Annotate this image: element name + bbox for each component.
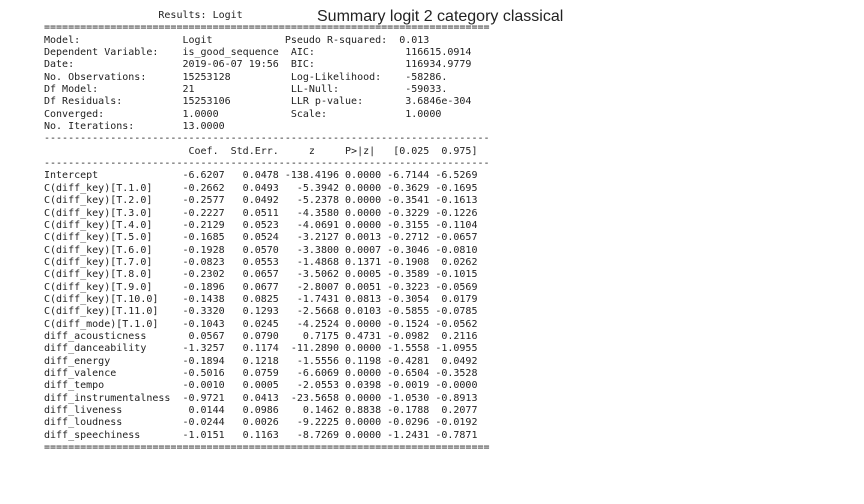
coef-row: C(diff_key)[T.6.0] -0.1928 0.0570 -3.380… — [44, 244, 478, 256]
coef-row: diff_instrumentalness -0.9721 0.0413 -23… — [44, 392, 478, 404]
info-line-date: Date: 2019-06-07 19:56 BIC: 116934.9779 — [44, 59, 472, 71]
coef-row: C(diff_mode)[T.1.0] -0.1043 0.0245 -4.25… — [44, 318, 478, 330]
info-line-df-model: Df Model: 21 LL-Null: -59033. — [44, 84, 448, 96]
rule-double-top: ========================================… — [44, 22, 490, 34]
coef-column-headers: Coef. Std.Err. z P>|z| [0.025 0.975] — [44, 145, 478, 157]
coef-row: C(diff_key)[T.5.0] -0.1685 0.0524 -3.212… — [44, 232, 478, 244]
rule-double-bottom: ========================================… — [44, 442, 490, 454]
coef-row: diff_acousticness 0.0567 0.0790 0.7175 0… — [44, 330, 478, 342]
coef-row: C(diff_key)[T.9.0] -0.1896 0.0677 -2.800… — [44, 281, 478, 293]
info-line-iterations: No. Iterations: 13.0000 — [44, 121, 225, 133]
info-line-df-residuals: Df Residuals: 15253106 LLR p-value: 3.68… — [44, 96, 472, 108]
coef-row: C(diff_key)[T.2.0] -0.2577 0.0492 -5.237… — [44, 195, 478, 207]
coef-row: diff_liveness 0.0144 0.0986 0.1462 0.883… — [44, 405, 478, 416]
results-report: Results: Logit ==========================… — [44, 10, 490, 454]
rule-single-top: ----------------------------------------… — [44, 133, 490, 145]
coef-row: diff_danceability -1.3257 0.1174 -11.289… — [44, 343, 478, 355]
figure-title: Summary logit 2 category classical — [317, 8, 564, 25]
coef-row: C(diff_key)[T.8.0] -0.2302 0.0657 -3.506… — [44, 269, 478, 281]
info-line-converged: Converged: 1.0000 Scale: 1.0000 — [44, 108, 442, 120]
coef-row: diff_energy -0.1894 0.1218 -1.5556 0.119… — [44, 355, 478, 367]
info-line-observations: No. Observations: 15253128 Log-Likelihoo… — [44, 71, 448, 83]
rule-single-middle: ----------------------------------------… — [44, 158, 490, 170]
coef-row: C(diff_key)[T.3.0] -0.2227 0.0511 -4.358… — [44, 207, 478, 219]
coef-row: diff_valence -0.5016 0.0759 -6.6069 0.00… — [44, 367, 478, 379]
coef-row: C(diff_key)[T.4.0] -0.2129 0.0523 -4.069… — [44, 219, 478, 231]
coef-row: C(diff_key)[T.7.0] -0.0823 0.0553 -1.486… — [44, 256, 478, 268]
report-header: Results: Logit — [44, 10, 243, 21]
coef-row: C(diff_key)[T.1.0] -0.2662 0.0493 -5.394… — [44, 182, 478, 194]
info-line-dependent: Dependent Variable: is_good_sequence AIC… — [44, 47, 472, 59]
coef-row: C(diff_key)[T.11.0] -0.3320 0.1293 -2.56… — [44, 306, 478, 318]
coef-row: Intercept -6.6207 0.0478 -138.4196 0.000… — [44, 170, 478, 182]
info-line-model: Model: Logit Pseudo R-squared: 0.013 — [44, 34, 430, 46]
coef-row: diff_loudness -0.0244 0.0026 -9.2225 0.0… — [44, 417, 478, 429]
coef-row: C(diff_key)[T.10.0] -0.1438 0.0825 -1.74… — [44, 293, 478, 305]
coef-row: diff_speechiness -1.0151 0.1163 -8.7269 … — [44, 429, 478, 441]
coef-row: diff_tempo -0.0010 0.0005 -2.0553 0.0398… — [44, 380, 478, 392]
